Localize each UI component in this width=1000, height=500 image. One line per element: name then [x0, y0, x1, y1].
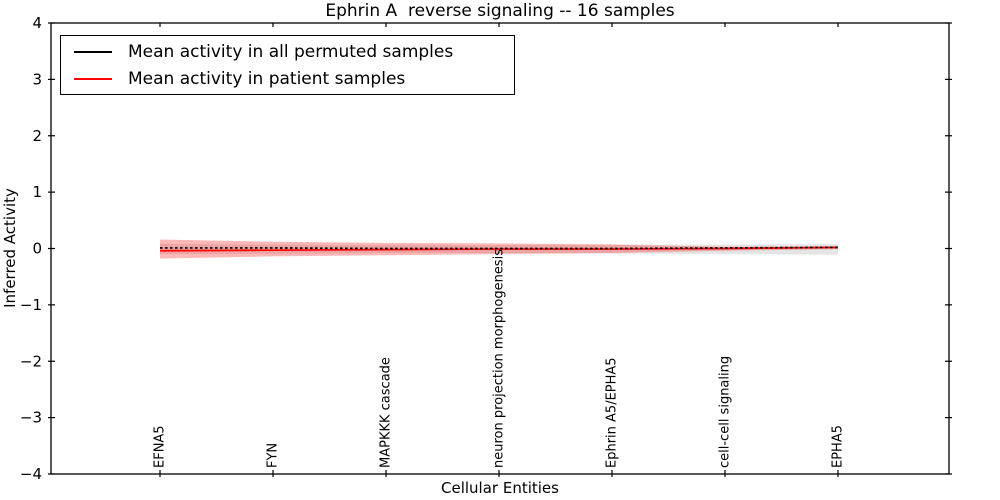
mean-line-patient — [159, 246, 839, 252]
x-tick-label: EPHA5 — [831, 425, 846, 468]
chart-title: Ephrin A reverse signaling -- 16 samples — [325, 1, 675, 21]
x-tick-label: MAPKKK cascade — [379, 357, 394, 468]
x-tick-label: FYN — [266, 443, 281, 468]
legend-line-sample-patient — [74, 77, 112, 80]
legend-label-patient: Mean activity in patient samples — [128, 68, 406, 89]
y-tick-label: 3 — [32, 70, 42, 88]
legend-item-permuted: Mean activity in all permuted samples — [61, 39, 514, 65]
x-axis-label: Cellular Entities — [441, 479, 559, 497]
x-tick-label: neuron projection morphogenesis — [492, 249, 507, 468]
y-tick-label: −4 — [20, 465, 42, 483]
y-tick-label: 2 — [32, 127, 42, 145]
x-tick-label: EFNA5 — [153, 425, 168, 468]
y-tick-label: 4 — [32, 14, 42, 32]
x-tick-label: Ephrin A5/EPHA5 — [605, 357, 620, 468]
y-tick-label: −2 — [20, 352, 42, 370]
y-tick-label: −1 — [20, 296, 42, 314]
y-tick-label: 0 — [32, 240, 42, 258]
y-axis-label: Inferred Activity — [1, 188, 19, 308]
legend: Mean activity in all permuted samples Me… — [60, 35, 515, 95]
mean-line-permuted — [160, 246, 839, 250]
y-tick-label: −3 — [20, 409, 42, 427]
y-tick-label: 1 — [32, 183, 42, 201]
legend-label-permuted: Mean activity in all permuted samples — [128, 41, 454, 62]
legend-item-patient: Mean activity in patient samples — [61, 66, 514, 92]
legend-line-sample-permuted — [74, 50, 112, 53]
x-tick-label: cell-cell signaling — [718, 356, 733, 468]
